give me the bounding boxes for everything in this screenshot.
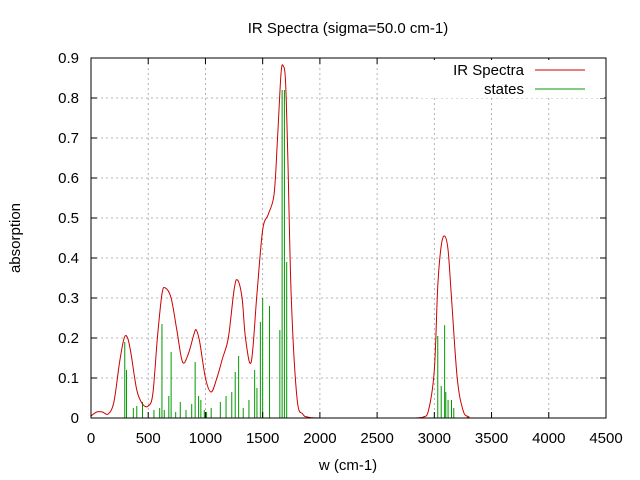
x-tick-label: 1500 [246,430,279,447]
x-tick-label: 1000 [189,430,222,447]
axis-ticks [90,57,607,419]
plot-frame [90,57,607,419]
x-tick-label: 2500 [360,430,393,447]
legend-label-ir-spectra: IR Spectra [453,62,525,79]
x-tick-label: 3000 [418,430,451,447]
x-tick-labels: 0 500 1000 1500 2000 2500 3000 3500 4000 4500 [87,430,623,447]
x-tick-label: 4500 [589,430,622,447]
plot-series [90,64,606,419]
chart-legend: IR Spectra states [420,60,604,98]
y-tick-label: 0.7 [58,130,79,147]
y-tick-label: 0.4 [58,250,79,267]
grid-lines [91,58,606,418]
x-tick-label: 4000 [532,430,565,447]
legend-label-states: states [484,81,524,98]
y-axis-label: absorption [7,203,24,273]
ir-spectra-line [90,64,606,419]
x-axis-label: w (cm-1) [318,457,377,474]
y-tick-label: 0 [71,410,79,427]
y-tick-label: 0.9 [58,50,79,67]
x-tick-label: 2000 [303,430,336,447]
y-tick-label: 0.8 [58,90,79,107]
x-tick-label: 3500 [475,430,508,447]
x-tick-label: 500 [136,430,161,447]
y-tick-label: 0.3 [58,290,79,307]
y-tick-label: 0.2 [58,330,79,347]
chart-title: IR Spectra (sigma=50.0 cm-1) [248,20,449,37]
x-tick-label: 0 [87,430,95,447]
y-tick-label: 0.1 [58,370,79,387]
y-tick-label: 0.6 [58,170,79,187]
y-tick-labels: 0 0.1 0.2 0.3 0.4 0.5 0.6 0.7 0.8 0.9 [58,50,79,427]
legend-background [420,60,604,98]
y-tick-label: 0.5 [58,210,79,227]
